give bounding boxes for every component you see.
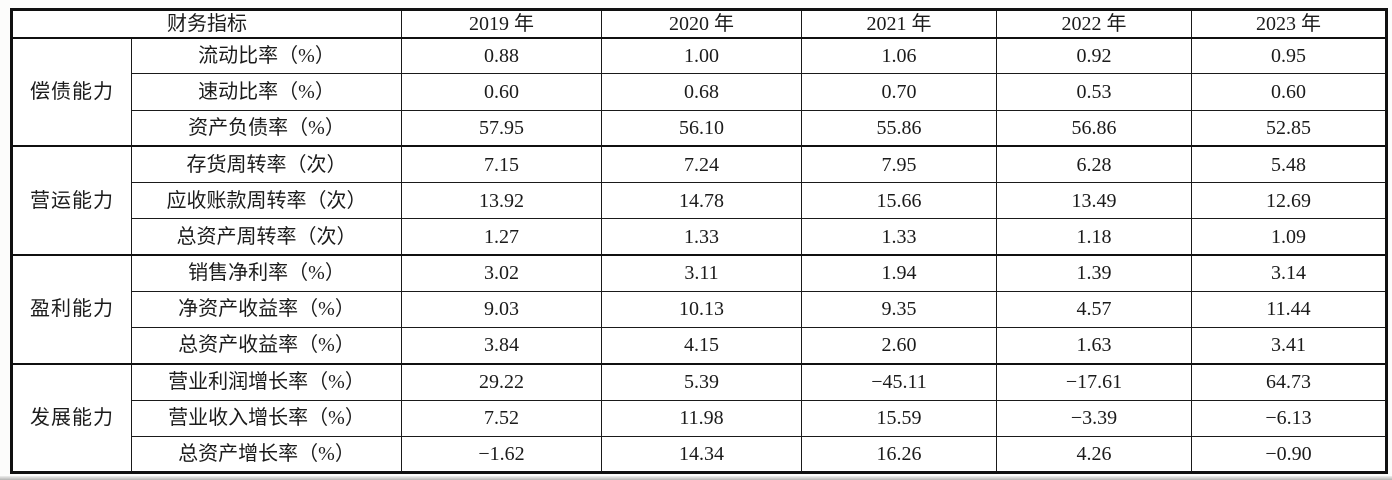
value-cell: 7.95 xyxy=(801,145,997,184)
table-row: 总资产周转率（次） 1.27 1.33 1.33 1.18 1.09 xyxy=(12,218,1387,256)
value-cell: 1.27 xyxy=(401,218,602,256)
table-row: 总资产增长率（%） −1.62 14.34 16.26 4.26 −0.90 xyxy=(12,435,1387,474)
value-cell: 15.66 xyxy=(801,181,997,220)
value-cell: 0.88 xyxy=(401,36,602,75)
indicator-label: 总资产周转率（次） xyxy=(131,218,402,256)
indicator-label: 流动比率（%） xyxy=(131,36,402,75)
scan-edge-shadow xyxy=(0,476,1392,480)
header-row: 财务指标 2019 年 2020 年 2021 年 2022 年 2023 年 xyxy=(11,9,1387,38)
indicator-label: 资产负债率（%） xyxy=(131,109,402,147)
indicator-label: 总资产增长率（%） xyxy=(131,435,402,474)
value-cell: 29.22 xyxy=(401,362,602,401)
value-cell: 13.92 xyxy=(401,181,602,220)
value-cell: 56.10 xyxy=(601,109,802,147)
value-cell: 2.60 xyxy=(801,326,997,365)
indicator-label: 总资产收益率（%） xyxy=(131,326,402,365)
indicator-label: 净资产收益率（%） xyxy=(131,290,402,329)
value-cell: 9.03 xyxy=(401,290,602,329)
table-row: 资产负债率（%） 57.95 56.10 55.86 56.86 52.85 xyxy=(12,109,1387,147)
value-cell: 7.52 xyxy=(401,399,602,437)
value-cell: 3.02 xyxy=(401,253,602,292)
indicator-label: 速动比率（%） xyxy=(131,73,402,111)
value-cell: 5.48 xyxy=(1191,145,1387,184)
header-indicator-label: 财务指标 xyxy=(11,9,402,38)
value-cell: 15.59 xyxy=(801,399,997,437)
value-cell: 57.95 xyxy=(401,109,602,147)
value-cell: −6.13 xyxy=(1191,399,1387,437)
value-cell: 11.98 xyxy=(601,399,802,437)
header-year-2023: 2023 年 xyxy=(1191,9,1387,38)
header-year-2020: 2020 年 xyxy=(601,9,802,38)
indicator-label: 存货周转率（次） xyxy=(131,145,402,184)
value-cell: 0.53 xyxy=(996,73,1192,111)
value-cell: 1.33 xyxy=(601,218,802,256)
group-label-operating: 营运能力 xyxy=(11,145,132,256)
value-cell: 1.63 xyxy=(996,326,1192,365)
value-cell: 1.06 xyxy=(801,36,997,75)
value-cell: −3.39 xyxy=(996,399,1192,437)
value-cell: 11.44 xyxy=(1191,290,1387,329)
value-cell: 0.70 xyxy=(801,73,997,111)
value-cell: 7.15 xyxy=(401,145,602,184)
value-cell: 7.24 xyxy=(601,145,802,184)
indicator-label: 销售净利率（%） xyxy=(131,253,402,292)
table-row: 应收账款周转率（次） 13.92 14.78 15.66 13.49 12.69 xyxy=(12,181,1387,220)
value-cell: −0.90 xyxy=(1191,435,1387,474)
value-cell: 3.14 xyxy=(1191,253,1387,292)
value-cell: −1.62 xyxy=(401,435,602,474)
table-row: 速动比率（%） 0.60 0.68 0.70 0.53 0.60 xyxy=(12,73,1387,111)
header-year-2021: 2021 年 xyxy=(801,9,997,38)
table-row: 偿债能力 流动比率（%） 0.88 1.00 1.06 0.92 0.95 xyxy=(11,36,1387,147)
value-cell: 1.00 xyxy=(601,36,802,75)
indicator-label: 应收账款周转率（次） xyxy=(131,181,402,220)
table-row: 净资产收益率（%） 9.03 10.13 9.35 4.57 11.44 xyxy=(12,290,1387,329)
table-row: 发展能力 营业利润增长率（%） 29.22 5.39 −45.11 −17.61… xyxy=(11,362,1387,473)
value-cell: 3.84 xyxy=(401,326,602,365)
group-label-solvency: 偿债能力 xyxy=(11,36,132,147)
value-cell: 5.39 xyxy=(601,362,802,401)
value-cell: 1.33 xyxy=(801,218,997,256)
value-cell: 0.60 xyxy=(401,73,602,111)
table-row: 总资产收益率（%） 3.84 4.15 2.60 1.63 3.41 xyxy=(12,326,1387,365)
group-label-growth: 发展能力 xyxy=(11,362,132,473)
value-cell: 1.39 xyxy=(996,253,1192,292)
group-label-profitability: 盈利能力 xyxy=(11,254,132,365)
table-row: 营业收入增长率（%） 7.52 11.98 15.59 −3.39 −6.13 xyxy=(12,399,1387,437)
value-cell: 12.69 xyxy=(1191,181,1387,220)
indicator-label: 营业收入增长率（%） xyxy=(131,399,402,437)
value-cell: 6.28 xyxy=(996,145,1192,184)
value-cell: 1.94 xyxy=(801,253,997,292)
value-cell: 0.95 xyxy=(1191,36,1387,75)
value-cell: 0.92 xyxy=(996,36,1192,75)
financial-indicators-table: 财务指标 2019 年 2020 年 2021 年 2022 年 2023 年 … xyxy=(10,8,1388,474)
table-row: 盈利能力 销售净利率（%） 3.02 3.11 1.94 1.39 3.14 xyxy=(11,253,1387,365)
value-cell: 56.86 xyxy=(996,109,1192,147)
header-year-2022: 2022 年 xyxy=(996,9,1192,38)
value-cell: 4.57 xyxy=(996,290,1192,329)
value-cell: 3.41 xyxy=(1191,326,1387,365)
value-cell: 14.78 xyxy=(601,181,802,220)
value-cell: 1.09 xyxy=(1191,218,1387,256)
value-cell: 13.49 xyxy=(996,181,1192,220)
value-cell: 4.26 xyxy=(996,435,1192,474)
value-cell: 55.86 xyxy=(801,109,997,147)
value-cell: 52.85 xyxy=(1191,109,1387,147)
value-cell: 14.34 xyxy=(601,435,802,474)
table-row: 营运能力 存货周转率（次） 7.15 7.24 7.95 6.28 5.48 xyxy=(11,145,1387,256)
value-cell: 16.26 xyxy=(801,435,997,474)
value-cell: 10.13 xyxy=(601,290,802,329)
header-year-2019: 2019 年 xyxy=(401,9,602,38)
value-cell: 3.11 xyxy=(601,253,802,292)
value-cell: 0.60 xyxy=(1191,73,1387,111)
value-cell: −45.11 xyxy=(801,362,997,401)
value-cell: −17.61 xyxy=(996,362,1192,401)
indicator-label: 营业利润增长率（%） xyxy=(131,362,402,401)
value-cell: 0.68 xyxy=(601,73,802,111)
value-cell: 1.18 xyxy=(996,218,1192,256)
value-cell: 9.35 xyxy=(801,290,997,329)
value-cell: 64.73 xyxy=(1191,362,1387,401)
value-cell: 4.15 xyxy=(601,326,802,365)
